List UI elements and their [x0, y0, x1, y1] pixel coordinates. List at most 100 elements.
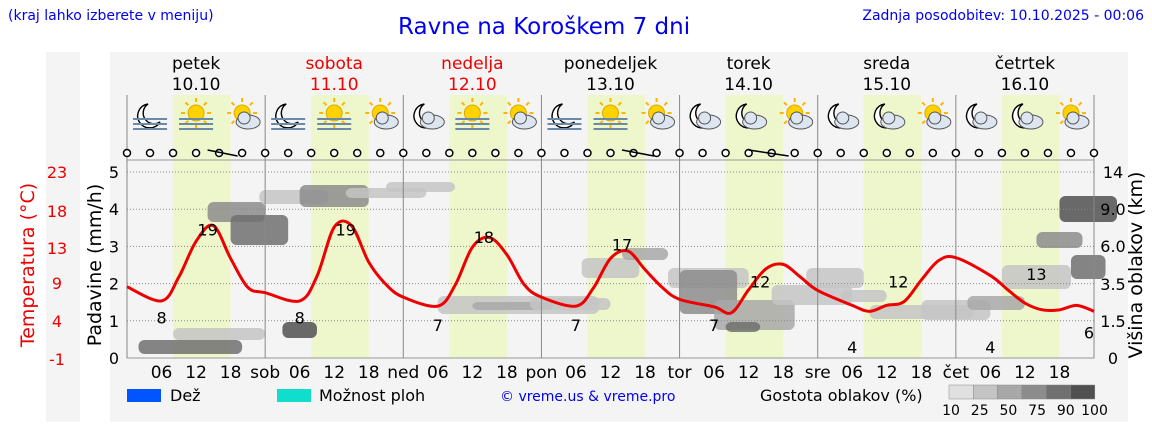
- wind-calm-marker: [468, 148, 477, 158]
- daylight-band: [449, 95, 507, 358]
- sun-cloud-icon: [365, 98, 399, 130]
- x-tick-label: ned: [387, 363, 419, 383]
- x-tick-label: 18: [220, 363, 242, 383]
- daylight-band: [173, 95, 231, 358]
- moon-cloud-icon: [873, 103, 906, 130]
- wind-calm-marker: [514, 148, 523, 158]
- temperature-point-label: 8: [156, 308, 166, 327]
- temperature-tick-label: -1: [49, 350, 65, 369]
- x-tick-label: 12: [738, 363, 760, 383]
- sun-fog-icon: [455, 98, 490, 130]
- moon-cloud-icon: [689, 103, 722, 130]
- cloud-density-level: 75: [1028, 403, 1046, 419]
- wind-calm-marker: [744, 148, 753, 158]
- cloud-density-title: Gostota oblakov (%): [760, 386, 923, 405]
- day-date: 15.10: [862, 75, 911, 95]
- wind-calm-marker: [329, 148, 339, 158]
- day-date: 12.10: [448, 75, 497, 95]
- x-tick-label: 12: [600, 363, 622, 383]
- x-tick-label: 18: [634, 363, 656, 383]
- wind-calm-marker: [790, 148, 799, 158]
- x-tick-label: sob: [250, 363, 280, 383]
- x-tick-label: 12: [1014, 363, 1036, 383]
- wind-calm-marker: [652, 148, 661, 158]
- showers-legend-swatch: [277, 389, 311, 402]
- cloud-height-tick-label: 0: [1108, 349, 1118, 368]
- day-name: sreda: [863, 54, 910, 74]
- wind-calm-marker: [836, 148, 845, 158]
- precip-axis-label: Padavine (mm/h): [84, 184, 106, 347]
- wind-calm-marker: [675, 148, 684, 158]
- wind-calm-marker: [882, 148, 892, 158]
- day-date: 16.10: [1001, 75, 1050, 95]
- wind-calm-marker: [974, 148, 984, 158]
- temperature-point-label: 6: [1084, 323, 1094, 342]
- wind-barb: [207, 149, 238, 157]
- temperature-point-label: 7: [433, 316, 443, 335]
- day-date: 11.10: [310, 75, 359, 95]
- cloud-density-level: 25: [971, 403, 989, 419]
- wind-calm-marker: [1066, 148, 1076, 158]
- cloud-density-swatch: [997, 384, 1023, 400]
- x-tick-label: pon: [525, 363, 557, 383]
- precip-tick-label: 4: [109, 200, 119, 219]
- day-name: nedelja: [441, 54, 503, 74]
- temperature-point-label: 7: [709, 316, 719, 335]
- sun-cloud-icon: [227, 98, 261, 130]
- wind-calm-marker: [997, 148, 1007, 158]
- wind-calm-marker: [721, 148, 730, 158]
- temperature-point-label: 12: [888, 273, 908, 292]
- precip-tick-label: 2: [109, 275, 119, 294]
- cloud-density-patch: [230, 215, 289, 245]
- daylight-band: [311, 95, 369, 358]
- cloud-height-tick-label: 1.5: [1100, 312, 1125, 331]
- x-tick-label: 12: [323, 363, 345, 383]
- x-tick-label: 12: [462, 363, 484, 383]
- moon-cloud-icon: [827, 103, 860, 130]
- wind-calm-marker: [283, 148, 293, 158]
- cloud-density-patch: [282, 322, 317, 338]
- day-name: sobota: [305, 54, 363, 74]
- credit-link[interactable]: © vreme.us & vreme.pro: [500, 389, 676, 405]
- wind-calm-marker: [260, 148, 270, 158]
- daylight-band: [1001, 95, 1060, 358]
- x-tick-label: sre: [805, 363, 831, 383]
- temperature-axis-label: Temperatura (°C): [17, 183, 39, 348]
- x-tick-label: 18: [358, 363, 380, 383]
- showers-legend-label: Možnost ploh: [319, 386, 425, 405]
- left-axis-panel: [46, 52, 80, 422]
- x-tick-label: 06: [565, 363, 587, 383]
- cloud-density-patch: [840, 290, 887, 302]
- sun-fog-icon: [179, 98, 214, 130]
- precip-tick-label: 3: [109, 237, 119, 256]
- cloud-height-tick-label: 14: [1103, 163, 1123, 182]
- sun-cloud-icon: [503, 98, 537, 130]
- x-tick-label: 18: [911, 363, 933, 383]
- wind-calm-marker: [1089, 148, 1099, 158]
- page-title: Ravne na Koroškem 7 dni: [398, 14, 691, 40]
- wind-barb: [748, 149, 789, 157]
- precip-tick-label: 1: [109, 312, 119, 331]
- day-name: ponedeljek: [564, 54, 658, 74]
- wind-calm-marker: [237, 148, 247, 158]
- cloud-density-level: 90: [1057, 403, 1075, 419]
- cloud-height-tick-label: 3.5: [1100, 275, 1125, 294]
- moon-cloud-icon: [413, 103, 445, 130]
- sun-fog-icon: [593, 98, 628, 130]
- temperature-point-label: 12: [750, 273, 770, 292]
- last-updated: Zadnja posodobitev: 10.10.2025 - 00:06: [862, 8, 1144, 24]
- wind-calm-marker: [1043, 148, 1053, 158]
- wind-calm-marker: [560, 148, 569, 158]
- wind-calm-marker: [145, 148, 155, 158]
- wind-calm-marker: [445, 148, 454, 158]
- day-name: torek: [727, 54, 771, 74]
- x-tick-label: 06: [703, 363, 725, 383]
- wind-calm-marker: [376, 148, 385, 158]
- cloud-height-tick-label: 6.0: [1100, 237, 1125, 256]
- rain-legend-label: Dež: [170, 386, 201, 405]
- wind-calm-marker: [537, 148, 546, 158]
- cloud-height-axis-label: Višina oblakov (km): [1125, 172, 1147, 359]
- cloud-density-patch: [529, 298, 611, 310]
- sun-fog-icon: [317, 98, 352, 130]
